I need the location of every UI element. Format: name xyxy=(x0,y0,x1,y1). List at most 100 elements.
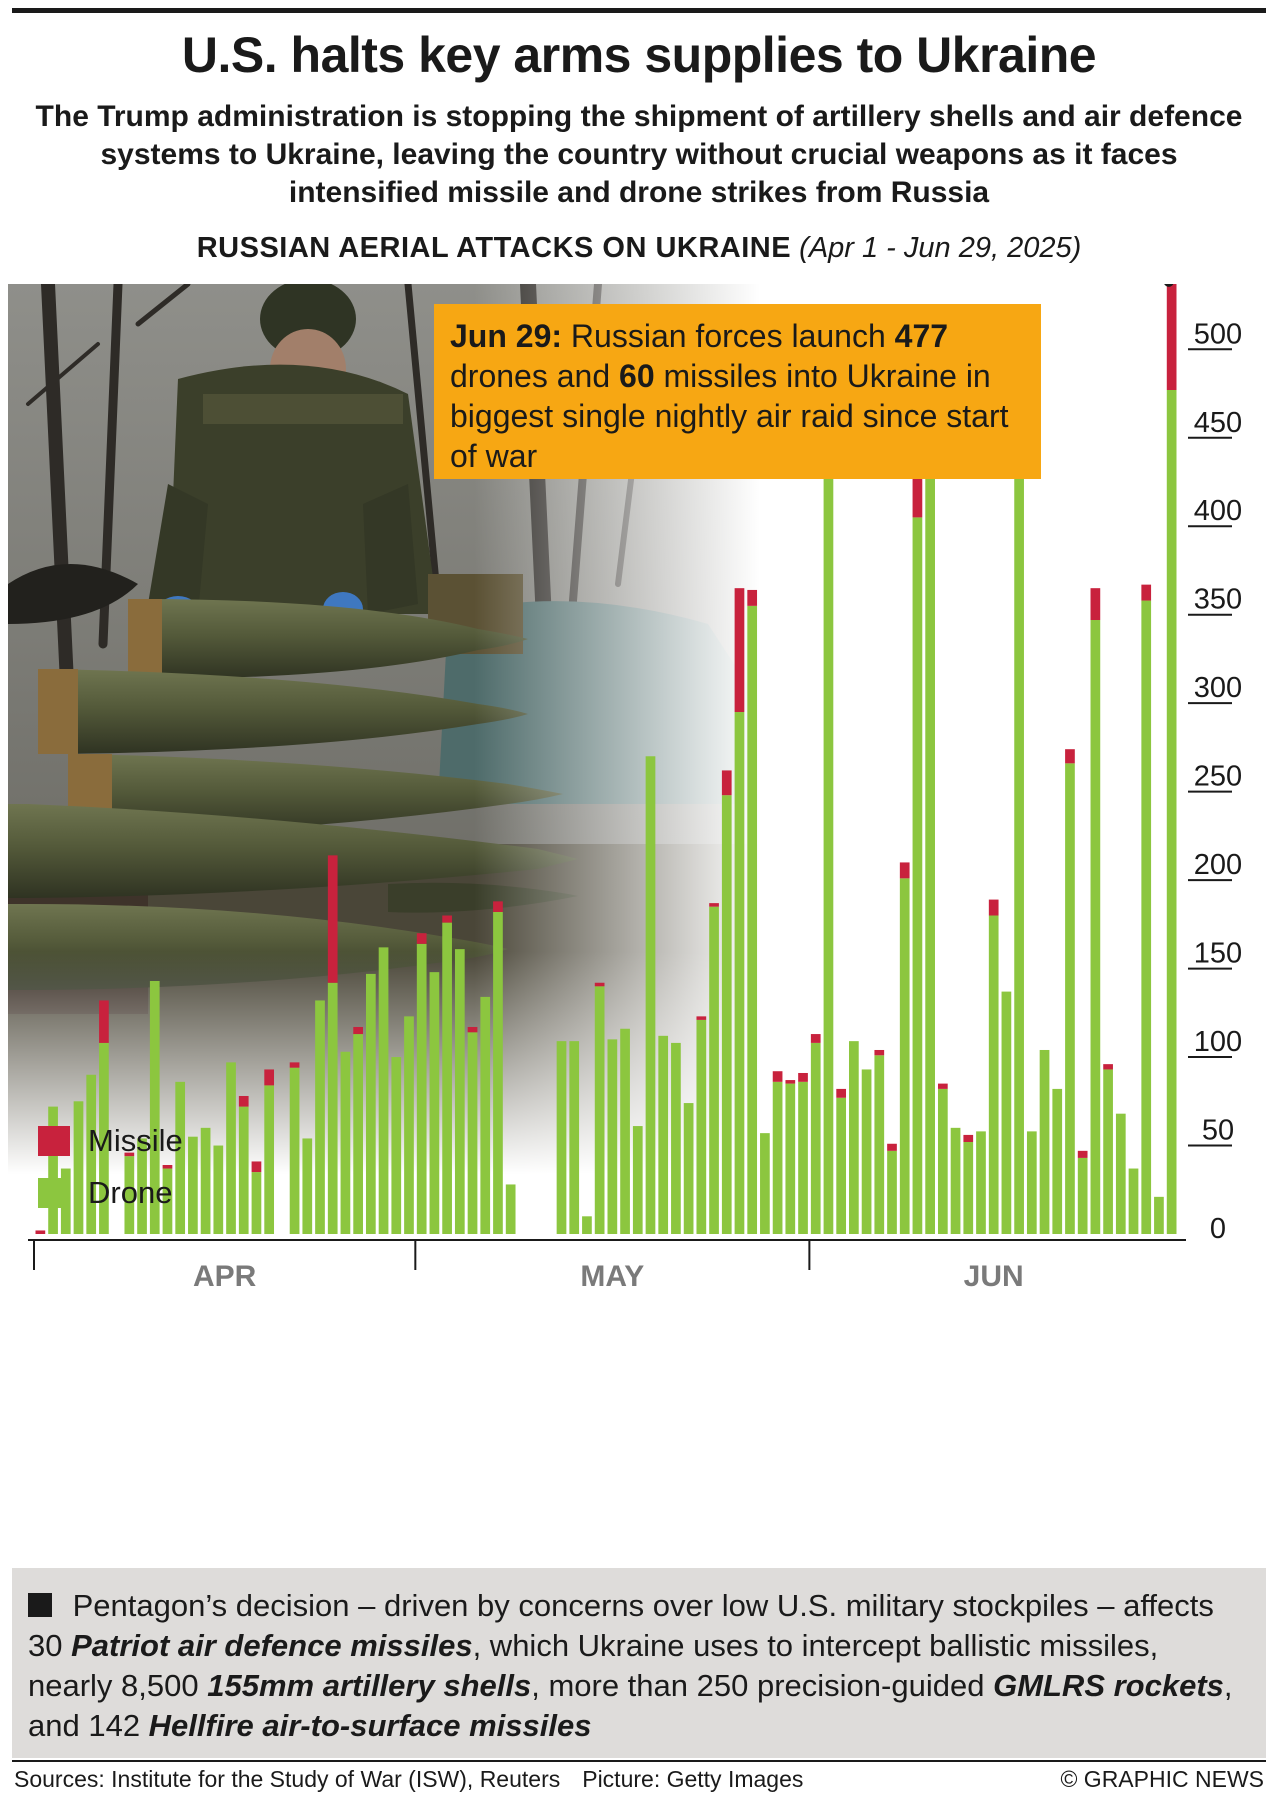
drone-bar xyxy=(849,1041,859,1234)
drone-bar xyxy=(429,972,440,1234)
page-title: U.S. halts key arms supplies to Ukraine xyxy=(181,27,1097,83)
leader-dot xyxy=(1164,284,1174,287)
month-label: JUN xyxy=(964,1260,1024,1293)
chart-heading-main: RUSSIAN AERIAL ATTACKS ON UKRAINE xyxy=(196,232,792,264)
missile-bar xyxy=(734,588,745,713)
drone-bar xyxy=(480,996,491,1234)
y-tick-label: 450 xyxy=(1194,407,1242,439)
y-tick-label: 300 xyxy=(1194,672,1242,704)
y-tick-label: 50 xyxy=(1202,1115,1234,1147)
note-text-3: , more than 250 precision-guided xyxy=(531,1668,994,1703)
bars-group xyxy=(35,284,1177,1234)
chart-legend: Missile Drone xyxy=(38,1115,183,1219)
note-shells: 155mm artillery shells xyxy=(207,1668,532,1703)
drone-bar xyxy=(1039,1049,1050,1234)
note-text-1: Pentagon’s decision – driven by concerns… xyxy=(28,1588,1214,1663)
legend-missile-label: Missile xyxy=(88,1123,183,1158)
y-tick-label: 350 xyxy=(1194,584,1242,616)
drone-bar xyxy=(823,397,834,1234)
drone-bar xyxy=(442,922,452,1234)
drone-bar xyxy=(607,1039,618,1234)
missile-bar xyxy=(785,1080,796,1084)
missile-bar xyxy=(251,1161,262,1173)
missile-bar xyxy=(721,770,732,796)
drone-bar xyxy=(683,1103,694,1234)
drone-bar xyxy=(1065,763,1075,1234)
drone-bar xyxy=(99,1042,109,1234)
missile-bar xyxy=(289,1062,300,1068)
y-tick-label: 500 xyxy=(1194,318,1242,350)
callout-text-1: Russian forces launch xyxy=(562,318,895,354)
drone-bar xyxy=(1026,1131,1037,1234)
drone-bar xyxy=(315,1000,325,1234)
missile-bar xyxy=(988,899,999,916)
footer-rule xyxy=(12,1760,1266,1762)
legend-item-missile: Missile xyxy=(38,1115,183,1167)
drone-bar xyxy=(620,1028,630,1234)
month-label: MAY xyxy=(580,1260,644,1293)
chart-heading-range: (Apr 1 - Jun 29, 2025) xyxy=(799,232,1082,264)
drone-bar xyxy=(785,1083,796,1234)
drone-bar xyxy=(861,1069,872,1234)
callout-leader xyxy=(1164,284,1174,287)
y-tick-label: 400 xyxy=(1194,495,1242,527)
drone-bar xyxy=(1077,1157,1088,1234)
missile-bar xyxy=(1166,284,1177,391)
missile-bar xyxy=(1090,588,1101,621)
missile-bar xyxy=(353,1026,363,1035)
drone-bar xyxy=(976,1131,986,1234)
missile-swatch xyxy=(38,1126,70,1156)
drone-bar xyxy=(658,1035,669,1234)
drone-bar xyxy=(798,1081,808,1234)
drone-bar xyxy=(988,915,999,1234)
missile-bar xyxy=(1077,1150,1088,1158)
drone-bar xyxy=(327,982,338,1234)
drone-bar xyxy=(188,1136,198,1234)
note-bullet-icon xyxy=(28,1593,52,1617)
y-axis: 050100150200250300350400450500550 xyxy=(1188,318,1242,1245)
note-patriot: Patriot air defence missiles xyxy=(71,1628,473,1663)
missile-bar xyxy=(772,1071,783,1082)
callout-text-3: missiles into Ukraine in biggest single … xyxy=(450,358,1009,474)
drone-swatch xyxy=(38,1178,70,1208)
drone-bar xyxy=(1103,1069,1113,1234)
missile-bar xyxy=(709,903,719,907)
drone-bar xyxy=(1166,390,1177,1234)
drone-bar xyxy=(1014,462,1024,1234)
drone-bar xyxy=(454,949,465,1234)
drone-bar xyxy=(251,1172,262,1234)
missile-bar xyxy=(937,1083,948,1089)
drone-bar xyxy=(391,1057,402,1234)
drone-bar xyxy=(378,947,389,1234)
drone-bar xyxy=(671,1042,681,1234)
drone-bar xyxy=(937,1088,948,1234)
month-label: APR xyxy=(193,1260,257,1293)
chart-heading: RUSSIAN AERIAL ATTACKS ON UKRAINE (Apr 1… xyxy=(0,232,1278,265)
missile-bar xyxy=(747,589,758,606)
drone-bar xyxy=(1115,1113,1126,1234)
missile-bar xyxy=(810,1034,821,1043)
drone-bar xyxy=(925,390,935,1234)
drone-bar xyxy=(200,1127,211,1234)
drone-bar xyxy=(1001,991,1012,1234)
drone-bar xyxy=(404,1016,414,1234)
drone-bar xyxy=(734,712,745,1234)
legend-item-drone: Drone xyxy=(38,1167,183,1219)
drone-bar xyxy=(963,1141,974,1234)
pentagon-note: Pentagon’s decision – driven by concerns… xyxy=(12,1568,1266,1758)
callout-date: Jun 29: xyxy=(450,318,563,354)
drone-bar xyxy=(264,1085,275,1234)
missile-bar xyxy=(416,933,427,944)
drone-bar xyxy=(582,1216,592,1234)
drone-bar xyxy=(836,1097,847,1234)
drone-bar xyxy=(950,1127,961,1234)
drone-bar xyxy=(632,1126,643,1234)
missile-bar xyxy=(35,1230,46,1234)
missile-bar xyxy=(874,1049,885,1056)
missile-bar xyxy=(327,855,338,983)
missile-bar xyxy=(493,901,503,912)
attacks-bar-chart: 050100150200250300350400450500550 APRMAY… xyxy=(28,284,1242,1293)
drone-bar xyxy=(810,1042,821,1234)
missile-bar xyxy=(798,1072,808,1082)
drone-bar xyxy=(365,973,376,1234)
